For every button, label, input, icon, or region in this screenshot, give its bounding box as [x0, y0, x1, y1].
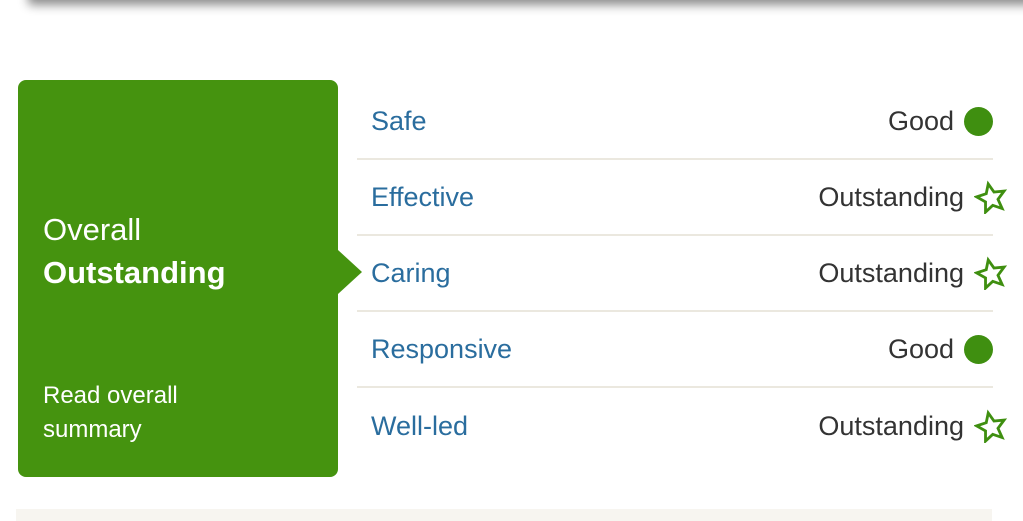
rating-result: Good [888, 106, 993, 137]
good-circle-icon [964, 334, 993, 364]
rating-value: Good [887, 105, 954, 136]
rating-value: Good [887, 333, 954, 364]
rating-value: Outstanding [818, 410, 964, 441]
rating-row-caring: Caring Outstanding [357, 236, 1008, 312]
rating-link-responsive[interactable]: Responsive [371, 333, 513, 364]
rating-value: Outstanding [818, 181, 964, 212]
rating-row-safe: Safe Good [357, 84, 993, 160]
rating-link-effective[interactable]: Effective [371, 181, 475, 212]
rating-value: Outstanding [818, 257, 964, 288]
outstanding-star-icon [974, 409, 1008, 443]
overall-label: Overall [43, 212, 142, 247]
overall-rating-card: Overall Outstanding Read overall summary [18, 80, 362, 477]
ratings-list: Safe Good Effective Outstanding Caring O… [357, 84, 1008, 464]
overall-rating-title: Overall Outstanding [43, 208, 226, 294]
rating-link-well-led[interactable]: Well-led [371, 410, 469, 441]
read-overall-summary-link[interactable]: Read overall summary [43, 382, 178, 443]
rating-result: Good [888, 334, 993, 365]
rating-row-effective: Effective Outstanding [357, 160, 1008, 236]
overall-rating-value: Outstanding [43, 255, 226, 290]
rating-result: Outstanding [818, 180, 1008, 214]
rating-result: Outstanding [818, 409, 1008, 443]
rating-result: Outstanding [818, 256, 1008, 290]
outstanding-star-icon [974, 256, 1008, 290]
overall-card-arrow-icon [338, 250, 362, 294]
outstanding-star-icon [974, 180, 1008, 214]
good-circle-icon [964, 106, 993, 136]
footer-band [16, 509, 992, 521]
rating-row-responsive: Responsive Good [357, 312, 993, 388]
rating-row-well-led: Well-led Outstanding [357, 388, 1008, 464]
rating-link-caring[interactable]: Caring [371, 257, 451, 288]
rating-link-safe[interactable]: Safe [371, 105, 427, 136]
